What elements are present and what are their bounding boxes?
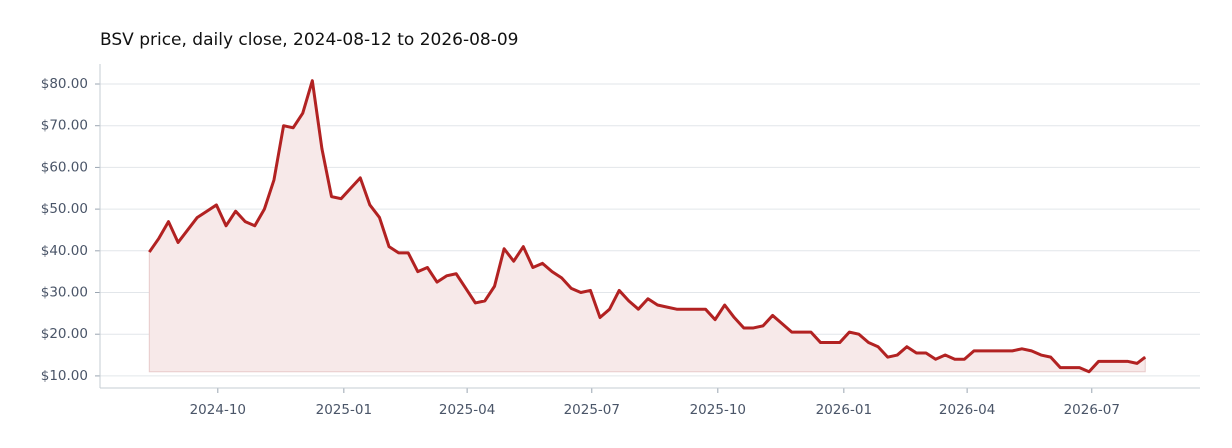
x-tick-label: 2026-07: [1064, 402, 1120, 418]
chart-title: BSV price, daily close, 2024-08-12 to 20…: [100, 30, 518, 50]
x-tick-label: 2026-04: [939, 402, 995, 418]
x-tick-label: 2025-04: [439, 402, 495, 418]
y-tick-label: $80.00: [41, 76, 88, 92]
y-tick-label: $10.00: [41, 368, 88, 384]
area: [148, 80, 1146, 373]
y-tick-label: $50.00: [41, 201, 88, 217]
x-tick-label: 2025-01: [316, 402, 372, 418]
x-tick-label: 2026-01: [816, 402, 872, 418]
y-tick-label: $70.00: [41, 118, 88, 134]
x-tick-label: 2025-10: [690, 402, 746, 418]
y-tick-label: $40.00: [41, 243, 88, 259]
line: [148, 79, 1147, 374]
y-tick-label: $60.00: [41, 159, 88, 175]
x-tick-label: 2024-10: [190, 402, 246, 418]
y-tick-label: $20.00: [41, 326, 88, 342]
x-tick-label: 2025-07: [564, 402, 620, 418]
y-tick-label: $30.00: [41, 285, 88, 301]
